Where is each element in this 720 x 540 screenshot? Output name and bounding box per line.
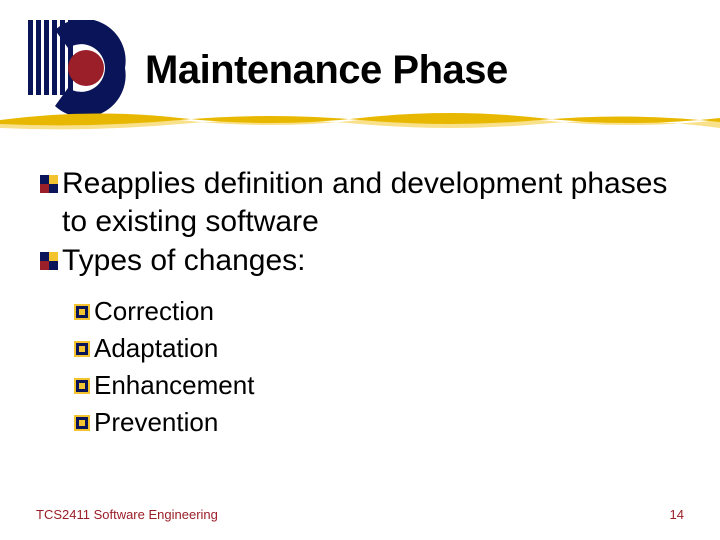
sub-bullet-item: Prevention [74,405,680,440]
sub-bullet-item: Adaptation [74,331,680,366]
header: Maintenance Phase [0,0,720,135]
y-bullet-icon [74,341,90,357]
y-bullet-icon [74,415,90,431]
sub-bullet-text: Enhancement [94,368,254,403]
main-bullet-text: Types of changes: [62,242,306,280]
y-bullet-icon [74,304,90,320]
divider-wave-icon [0,108,720,132]
slide-title: Maintenance Phase [145,48,508,93]
z-bullet-icon [40,175,58,193]
sub-bullet-item: Enhancement [74,368,680,403]
sub-bullet-text: Prevention [94,405,218,440]
sub-bullet-item: Correction [74,294,680,329]
y-bullet-icon [74,378,90,394]
main-bullet-item: Reapplies definition and development pha… [40,165,680,240]
slide-number: 14 [670,507,684,522]
footer: TCS2411 Software Engineering 14 [0,507,720,522]
sub-bullet-text: Correction [94,294,214,329]
logo [20,20,130,115]
z-bullet-icon [40,252,58,270]
logo-icon [20,20,130,115]
content-area: Reapplies definition and development pha… [0,135,720,440]
sub-bullet-text: Adaptation [94,331,218,366]
main-bullet-item: Types of changes: [40,242,680,280]
main-bullet-text: Reapplies definition and development pha… [62,165,680,240]
footer-left: TCS2411 Software Engineering [36,507,218,522]
